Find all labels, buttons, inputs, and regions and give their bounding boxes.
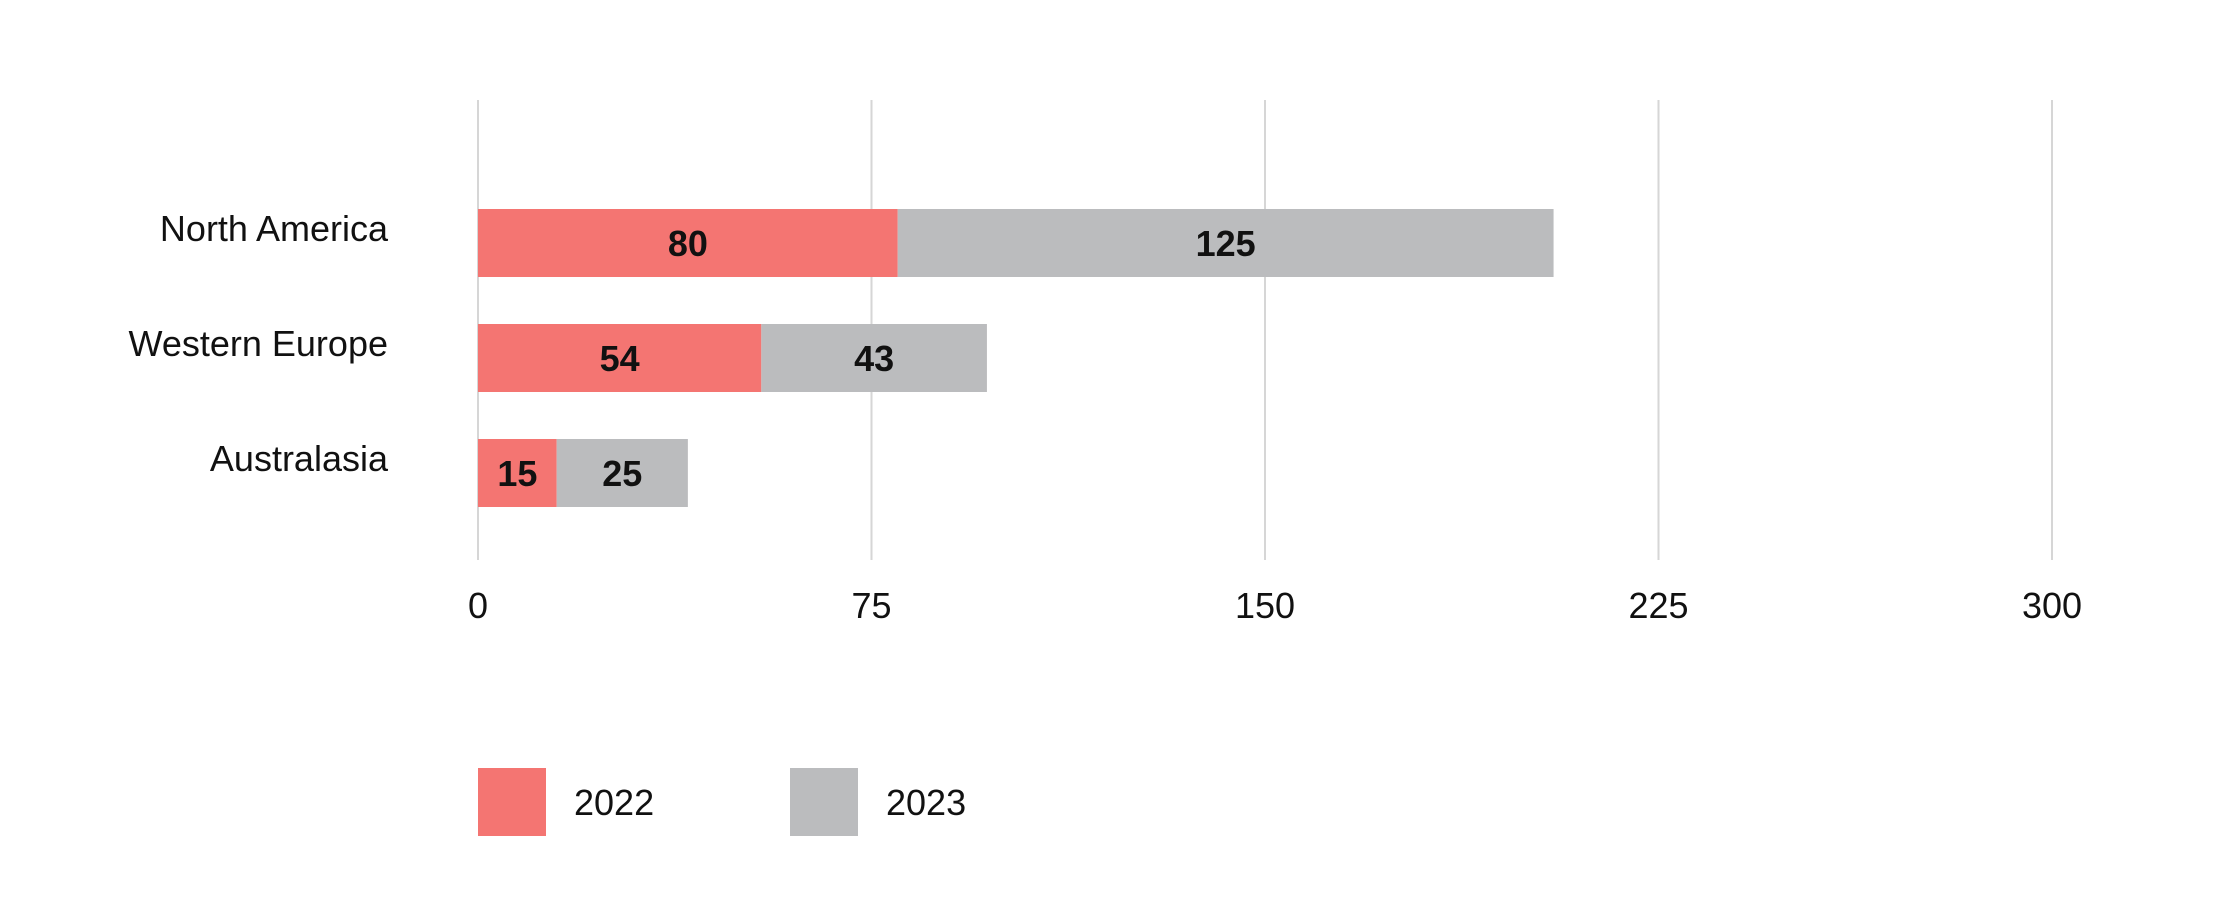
- legend-label: 2023: [886, 782, 966, 823]
- bar-segment: [478, 324, 762, 392]
- data-label: 125: [1196, 223, 1256, 264]
- x-tick-label: 0: [468, 585, 488, 626]
- x-axis-tick-labels: 0 75 150 225 300: [468, 585, 2082, 626]
- data-label: 43: [854, 338, 894, 379]
- x-tick-label: 300: [2022, 585, 2082, 626]
- bars: [478, 209, 1554, 507]
- category-label: Western Europe: [129, 323, 388, 364]
- data-label: 25: [602, 453, 642, 494]
- legend-label: 2022: [574, 782, 654, 823]
- category-label: North America: [160, 208, 389, 249]
- legend: 2022 2023: [478, 768, 966, 836]
- bar-segment: [478, 439, 557, 507]
- legend-swatch: [790, 768, 858, 836]
- bar-segment: [761, 324, 987, 392]
- x-tick-label: 225: [1628, 585, 1688, 626]
- category-labels: North America Western Europe Australasia: [129, 208, 389, 479]
- bar-segment: [478, 209, 898, 277]
- data-label: 54: [600, 338, 640, 379]
- value-labels: 80 125 54 43 15 25: [497, 223, 1255, 494]
- data-label: 15: [497, 453, 537, 494]
- bar-segment: [897, 209, 1554, 277]
- bar-segment: [556, 439, 688, 507]
- x-tick-label: 75: [851, 585, 891, 626]
- legend-swatch: [478, 768, 546, 836]
- x-tick-label: 150: [1235, 585, 1295, 626]
- data-label: 80: [668, 223, 708, 264]
- category-label: Australasia: [210, 438, 389, 479]
